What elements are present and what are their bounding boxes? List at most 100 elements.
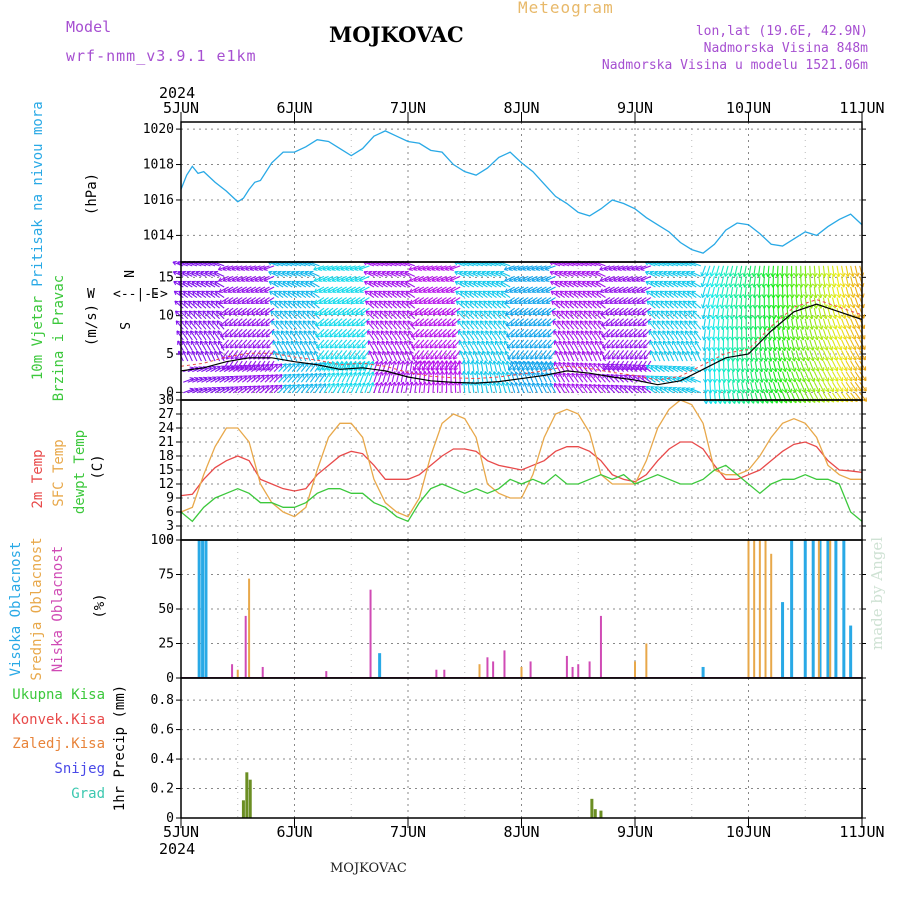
- wind-arrow: [618, 307, 629, 316]
- wind-arrow: [566, 320, 575, 330]
- wind-arrow-head: [730, 294, 734, 299]
- wind-arrow-head: [334, 382, 339, 386]
- wind-arrow: [184, 310, 193, 320]
- wind-arrow-head: [209, 281, 213, 286]
- wind-arrow-head: [383, 310, 386, 315]
- wind-arrow: [382, 371, 387, 383]
- wind-arrow: [222, 360, 230, 371]
- wind-arrow: [315, 328, 325, 338]
- wind-arrow-head: [329, 335, 334, 338]
- wind-arrow: [193, 320, 202, 330]
- wind-arrow: [354, 265, 366, 271]
- wind-arrow-head: [229, 344, 232, 349]
- wind-arrow: [486, 281, 497, 288]
- wind-arrow: [223, 307, 234, 316]
- wind-arrow-head: [314, 299, 317, 304]
- wind-arrow: [480, 330, 488, 341]
- wind-arrow-head: [407, 381, 410, 386]
- wind-arrow: [661, 320, 670, 330]
- wind-arrow-head: [729, 325, 733, 330]
- wind-arrow: [388, 310, 398, 320]
- wind-arrow-head: [535, 266, 540, 270]
- wind-arrow: [585, 340, 593, 351]
- wind-arrow: [664, 290, 674, 299]
- wind-arrow-head: [629, 335, 634, 338]
- wind-arrow-head: [475, 310, 480, 313]
- wind-arrow-head: [427, 299, 431, 304]
- wind-arrow-head: [185, 320, 190, 323]
- wind-arrow-head: [524, 332, 527, 338]
- wind-arrow-head: [733, 293, 736, 299]
- wind-arrow-head: [543, 344, 545, 349]
- wind-arrow-head: [186, 340, 191, 344]
- wind-arrow-head: [341, 310, 345, 315]
- wind-arrow: [228, 307, 239, 316]
- wind-arrow-head: [182, 291, 186, 296]
- wind-arrow-head: [558, 340, 563, 344]
- wind-arrow-head: [314, 310, 318, 315]
- wind-arrow: [730, 297, 734, 309]
- wind-arrow-head: [484, 360, 489, 365]
- wind-arrow-head: [265, 324, 270, 327]
- wind-arrow: [301, 300, 311, 309]
- wind-arrow-head: [245, 269, 250, 271]
- wind-arrow-head: [318, 299, 322, 304]
- wind-arrow-head: [495, 271, 499, 276]
- wind-arrow: [511, 339, 520, 349]
- wind-arrow-head: [604, 288, 608, 293]
- wind-arrow: [517, 360, 525, 371]
- wind-arrow-head: [720, 273, 724, 277]
- wind-arrow-head: [513, 269, 518, 271]
- wind-arrow-head: [579, 320, 582, 325]
- wind-arrow: [201, 300, 211, 309]
- wind-arrow-head: [225, 346, 230, 349]
- wind-arrow: [493, 360, 498, 372]
- wind-arrow: [432, 286, 443, 293]
- wind-arrow: [318, 286, 329, 293]
- wind-arrow-head: [713, 347, 717, 352]
- wind-arrow-head: [395, 340, 400, 344]
- wind-arrow-head: [415, 324, 420, 327]
- wind-arrow: [400, 360, 404, 372]
- wind-arrow: [351, 318, 361, 327]
- wind-arrow: [527, 297, 538, 304]
- wind-arrow-head: [617, 277, 621, 282]
- wind-arrow-head: [715, 273, 720, 277]
- wind-arrow-head: [678, 300, 681, 306]
- wind-arrow: [205, 366, 217, 373]
- wind-arrow-head: [271, 320, 273, 325]
- wind-arrow-head: [628, 385, 633, 387]
- wind-arrow: [350, 382, 357, 394]
- wind-arrow-head: [676, 366, 680, 371]
- wind-arrow: [448, 350, 457, 360]
- wind-arrow-head: [547, 324, 552, 327]
- wind-arrow-head: [588, 310, 591, 315]
- wind-arrow: [712, 329, 715, 341]
- wind-arrow-head: [203, 320, 208, 323]
- wind-arrow-head: [432, 310, 436, 315]
- wind-arrow: [490, 340, 498, 351]
- wind-arrow-head: [615, 374, 620, 377]
- wind-arrow-head: [572, 281, 576, 286]
- wind-arrow: [679, 310, 688, 320]
- wind-arrow-head: [731, 336, 735, 341]
- wind-arrow-head: [317, 372, 322, 376]
- wind-arrow-head: [628, 332, 631, 338]
- wind-arrow-head: [193, 366, 199, 369]
- wind-arrow-head: [738, 378, 741, 383]
- wind-arrow-head: [175, 310, 177, 315]
- wind-arrow: [519, 382, 525, 393]
- wind-arrow-head: [207, 320, 210, 325]
- wind-arrow-head: [725, 294, 730, 299]
- wind-arrow-head: [527, 288, 531, 293]
- wind-arrow: [322, 265, 334, 271]
- wind-arrow-head: [279, 310, 284, 313]
- wind-arrow-head: [405, 350, 410, 354]
- wind-arrow: [442, 318, 452, 327]
- wind-arrow: [580, 383, 588, 394]
- wind-arrow: [413, 265, 425, 271]
- wind-arrow-head: [472, 370, 476, 375]
- wind-arrow: [722, 382, 726, 394]
- wind-arrow-head: [493, 320, 498, 323]
- wind-arrow: [554, 271, 565, 277]
